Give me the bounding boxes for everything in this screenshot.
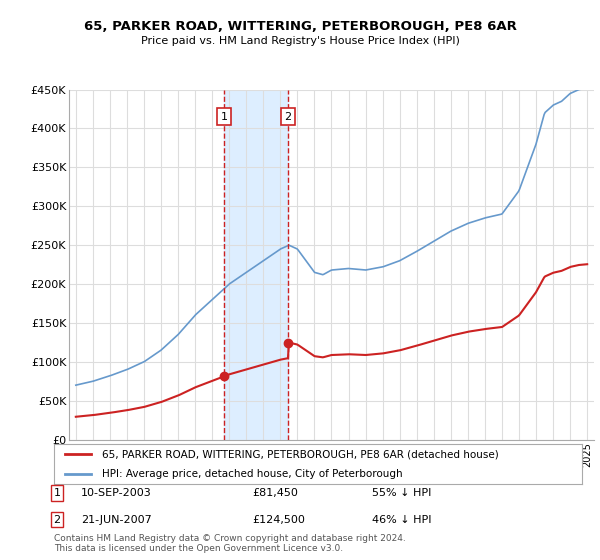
Bar xyxy=(224,90,288,440)
Text: 2: 2 xyxy=(53,515,61,525)
Text: 46% ↓ HPI: 46% ↓ HPI xyxy=(372,515,431,525)
Text: HPI: Average price, detached house, City of Peterborough: HPI: Average price, detached house, City… xyxy=(101,469,402,479)
Text: 1: 1 xyxy=(221,112,228,122)
Text: 10-SEP-2003: 10-SEP-2003 xyxy=(81,488,152,498)
Text: Contains HM Land Registry data © Crown copyright and database right 2024.
This d: Contains HM Land Registry data © Crown c… xyxy=(54,534,406,553)
Text: Price paid vs. HM Land Registry's House Price Index (HPI): Price paid vs. HM Land Registry's House … xyxy=(140,36,460,46)
Text: 65, PARKER ROAD, WITTERING, PETERBOROUGH, PE8 6AR (detached house): 65, PARKER ROAD, WITTERING, PETERBOROUGH… xyxy=(101,449,498,459)
Text: £124,500: £124,500 xyxy=(252,515,305,525)
Text: £81,450: £81,450 xyxy=(252,488,298,498)
Text: 21-JUN-2007: 21-JUN-2007 xyxy=(81,515,152,525)
Text: 2: 2 xyxy=(284,112,292,122)
Text: 1: 1 xyxy=(53,488,61,498)
Text: 65, PARKER ROAD, WITTERING, PETERBOROUGH, PE8 6AR: 65, PARKER ROAD, WITTERING, PETERBOROUGH… xyxy=(83,20,517,32)
Text: 55% ↓ HPI: 55% ↓ HPI xyxy=(372,488,431,498)
